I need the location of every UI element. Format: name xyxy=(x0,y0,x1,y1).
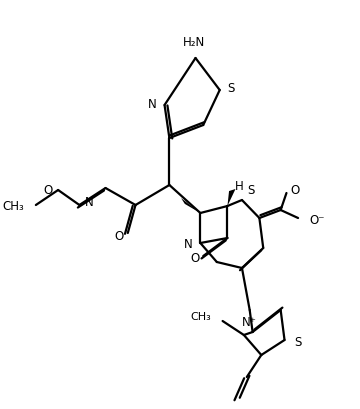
Text: N: N xyxy=(85,196,94,209)
Text: CH₃: CH₃ xyxy=(190,312,211,322)
Text: CH₃: CH₃ xyxy=(3,200,24,213)
Polygon shape xyxy=(228,189,235,206)
Text: N⁺: N⁺ xyxy=(242,315,257,328)
Text: H₂N: H₂N xyxy=(183,36,205,49)
Text: N: N xyxy=(148,99,157,112)
Text: S: S xyxy=(247,184,254,198)
Text: N: N xyxy=(184,238,193,252)
Text: S: S xyxy=(228,81,235,94)
Text: O: O xyxy=(190,252,199,265)
Text: S: S xyxy=(294,335,302,348)
Text: O: O xyxy=(114,229,124,243)
Text: O⁻: O⁻ xyxy=(310,213,325,227)
Text: O: O xyxy=(290,184,300,198)
Polygon shape xyxy=(181,198,201,213)
Text: H: H xyxy=(235,180,244,193)
Text: O: O xyxy=(43,184,52,196)
